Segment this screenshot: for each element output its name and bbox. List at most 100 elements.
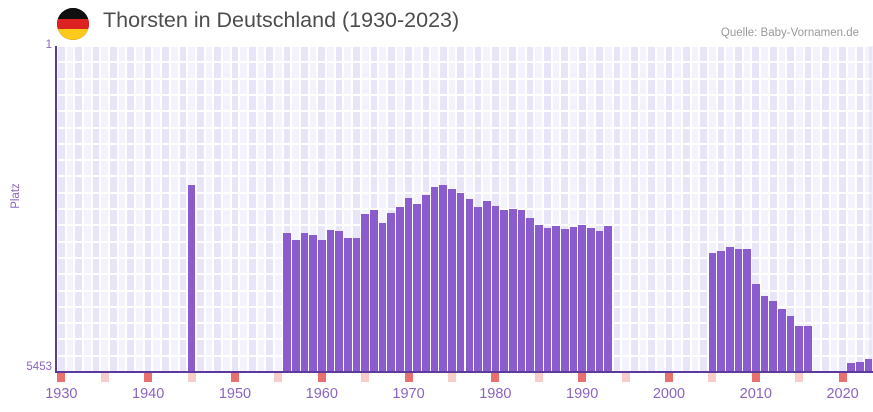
bar[interactable] (283, 233, 291, 372)
bar[interactable] (482, 201, 491, 372)
x-tick-major (751, 373, 760, 382)
bar[interactable] (456, 193, 465, 372)
bar[interactable] (604, 225, 613, 372)
bar[interactable] (595, 231, 604, 372)
plot-gridlines (57, 46, 873, 372)
y-axis-tick-top: 1 (45, 39, 52, 51)
bar[interactable] (847, 363, 856, 372)
bar[interactable] (856, 361, 864, 372)
bar[interactable] (474, 207, 482, 372)
bar[interactable] (187, 185, 196, 372)
bar[interactable] (465, 198, 474, 372)
y-axis-tick-bottom: 5453 (26, 361, 52, 373)
bar[interactable] (578, 225, 586, 372)
bar[interactable] (743, 249, 751, 372)
bar-series (57, 46, 873, 372)
bar[interactable] (300, 232, 309, 372)
bar[interactable] (508, 209, 517, 372)
bar[interactable] (708, 252, 717, 372)
bar[interactable] (778, 309, 786, 372)
x-tick-minor (100, 373, 109, 382)
bar[interactable] (422, 195, 430, 372)
bar[interactable] (430, 187, 439, 372)
gridline-horizontal (57, 110, 873, 113)
x-axis-label-2010: 2010 (739, 386, 772, 402)
x-tick-major (404, 373, 413, 382)
bar[interactable] (396, 206, 404, 372)
y-axis-spine (55, 46, 57, 373)
x-tick-minor (447, 373, 456, 382)
x-tick-major (230, 373, 239, 382)
plot-area (57, 46, 873, 372)
y-axis-title: Platz (10, 183, 22, 209)
flag-band-red (57, 18, 89, 30)
bar[interactable] (717, 251, 725, 372)
bar[interactable] (343, 238, 352, 372)
bar[interactable] (587, 227, 595, 372)
bar[interactable] (404, 198, 413, 372)
bar[interactable] (760, 295, 769, 372)
gridline-horizontal (57, 77, 873, 80)
gridline-horizontal (57, 61, 873, 64)
gridline-horizontal (57, 126, 873, 129)
x-axis-label-1980: 1980 (479, 386, 512, 402)
bar[interactable] (769, 300, 777, 372)
x-axis-label-1990: 1990 (566, 386, 599, 402)
gridline-horizontal (57, 338, 873, 341)
bar[interactable] (725, 246, 734, 372)
bar[interactable] (751, 283, 760, 372)
x-axis-label-1950: 1950 (218, 386, 252, 402)
gridline-horizontal (57, 256, 873, 259)
bar[interactable] (291, 239, 300, 372)
gridline-horizontal (57, 289, 873, 292)
gridline-horizontal (57, 46, 873, 47)
x-tick-major (57, 373, 66, 382)
flag-band-gold (57, 29, 89, 40)
bar[interactable] (361, 213, 369, 372)
x-axis-label-1930: 1930 (45, 386, 78, 402)
gridline-horizontal (57, 142, 873, 145)
gridline-horizontal (57, 240, 873, 243)
bar[interactable] (543, 227, 552, 372)
x-tick-minor (621, 373, 630, 382)
x-axis-label-1960: 1960 (305, 386, 338, 402)
bar[interactable] (561, 228, 569, 372)
bar[interactable] (352, 238, 361, 372)
x-tick-minor (795, 373, 804, 382)
gridline-horizontal (57, 305, 873, 308)
x-tick-major (317, 373, 326, 382)
bar[interactable] (526, 218, 534, 372)
bar[interactable] (378, 222, 387, 372)
bar[interactable] (804, 325, 812, 372)
page-title: Thorsten in Deutschland (1930-2023) (103, 8, 460, 32)
x-axis-label-2000: 2000 (652, 386, 686, 402)
bar[interactable] (786, 316, 795, 372)
bar[interactable] (370, 209, 378, 372)
bar[interactable] (413, 203, 422, 372)
gridline-horizontal (57, 175, 873, 178)
x-tick-major (838, 373, 847, 382)
bar[interactable] (326, 230, 335, 372)
german-flag-icon (57, 8, 89, 40)
bar[interactable] (439, 185, 448, 372)
bar[interactable] (795, 325, 804, 372)
x-tick-major (578, 373, 587, 382)
x-tick-major (144, 373, 153, 382)
flag-band-black (57, 8, 89, 19)
chart-header: Thorsten in Deutschland (1930-2023) Quel… (0, 0, 873, 46)
source-attribution: Quelle: Baby-Vornamen.de (720, 27, 859, 39)
bar[interactable] (448, 188, 456, 372)
bar[interactable] (491, 205, 500, 372)
bar[interactable] (517, 209, 526, 372)
bar[interactable] (569, 226, 578, 372)
bar[interactable] (309, 235, 317, 372)
bar[interactable] (500, 210, 508, 372)
bar[interactable] (534, 224, 543, 372)
bar[interactable] (387, 212, 396, 372)
bar[interactable] (734, 249, 743, 372)
bar[interactable] (864, 359, 873, 372)
bar[interactable] (552, 225, 560, 372)
bar[interactable] (317, 239, 326, 372)
bar[interactable] (335, 230, 343, 372)
